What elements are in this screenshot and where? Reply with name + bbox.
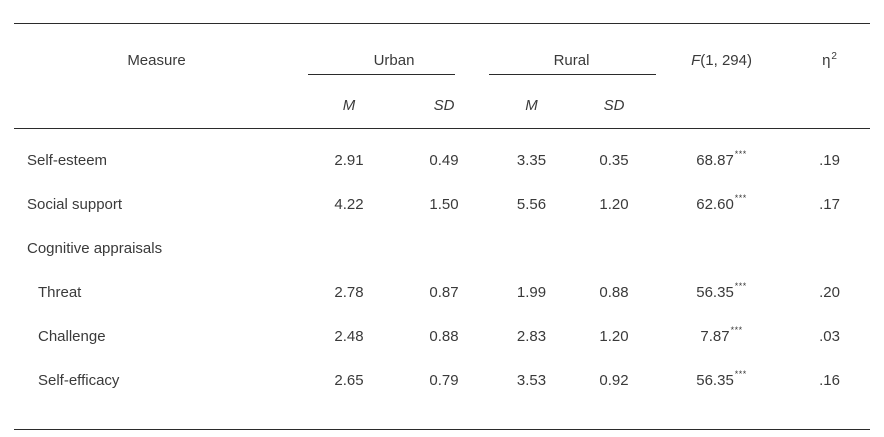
urban-mean-value: 2.91 (334, 151, 364, 169)
urban-sd-value: 0.87 (429, 283, 459, 301)
eta-squared-value (789, 226, 870, 270)
rural-mean-value: 5.56 (516, 195, 547, 213)
rural-sd-value (574, 226, 654, 270)
measure-label: Threat (38, 283, 82, 301)
rural-group-header: Rural (489, 24, 657, 75)
urban-group-label: Urban (373, 52, 415, 69)
rural-mean-value: 1.99 (516, 283, 547, 301)
rural-mean-value (489, 226, 574, 270)
rural-sd-value: 0.88 (599, 283, 629, 301)
eta-squared-value: .17 (819, 195, 840, 213)
f-value: 62.60*** (696, 193, 747, 213)
f-statistic-header: F(1, 294) (654, 24, 789, 76)
eta-squared-header: η2 (789, 24, 870, 76)
urban-mean-value: 2.78 (334, 283, 364, 301)
table-row: Threat 2.78 0.87 1.99 0.88 56.35*** .20 (14, 270, 870, 314)
rural-group-label: Rural (553, 52, 590, 69)
measure-label: Social support (27, 195, 123, 213)
f-value: 56.35*** (696, 369, 747, 389)
urban-sd-value: 0.79 (429, 371, 459, 389)
f-symbol: F (691, 52, 701, 69)
urban-group-header: Urban (299, 24, 489, 75)
eta-symbol: η (822, 52, 831, 69)
f-degrees-of-freedom: (1, 294) (700, 52, 752, 69)
eta-squared-value: .19 (819, 151, 840, 169)
table-row: Self-efficacy 2.65 0.79 3.53 0.92 56.35*… (14, 358, 870, 430)
rural-mean-value: 3.53 (516, 371, 547, 389)
significance-stars: *** (734, 281, 747, 291)
header-group-row: Measure Urban Rural F(1, 294) η2 (14, 24, 870, 76)
rural-sd-value: 1.20 (599, 195, 629, 213)
f-value: 68.87*** (696, 149, 747, 169)
urban-sd-value: 0.49 (429, 151, 459, 169)
significance-stars: *** (734, 369, 747, 379)
table-row: Social support 4.22 1.50 5.56 1.20 62.60… (14, 182, 870, 226)
measure-label: Self-efficacy (38, 371, 120, 389)
header-stats-row: M SD M SD (14, 75, 871, 129)
urban-sd-value: 1.50 (429, 195, 459, 213)
rural-mean-value: 3.35 (516, 151, 547, 169)
urban-sd-header: SD (399, 75, 490, 129)
empty-header-cell (789, 75, 871, 129)
urban-mean-value: 2.65 (334, 371, 364, 389)
f-value (654, 226, 789, 270)
measure-label: Self-esteem (27, 151, 108, 169)
empty-header-cell (14, 75, 299, 129)
urban-sd-value (399, 226, 489, 270)
measure-label: Cognitive appraisals (27, 239, 163, 257)
urban-mean-header: M (299, 75, 399, 129)
urban-sd-value: 0.88 (429, 327, 459, 345)
empty-header-cell (654, 75, 790, 129)
urban-mean-value (299, 226, 399, 270)
rural-sd-header: SD (574, 75, 655, 129)
section-header-row: Cognitive appraisals (14, 226, 870, 270)
rural-mean-header: M (489, 75, 575, 129)
rural-sd-value: 0.92 (599, 371, 629, 389)
f-value: 56.35*** (696, 281, 747, 301)
significance-stars: *** (734, 193, 747, 203)
urban-spanner-rule (308, 74, 456, 75)
eta-exponent: 2 (831, 51, 837, 62)
rural-sd-value: 1.20 (599, 327, 629, 345)
f-value: 7.87*** (700, 325, 743, 345)
rural-mean-value: 2.83 (516, 327, 547, 345)
rural-spanner-rule (489, 74, 657, 75)
eta-squared-value: .03 (819, 327, 840, 345)
urban-mean-value: 4.22 (334, 195, 364, 213)
significance-stars: *** (730, 325, 743, 335)
table-row: Challenge 2.48 0.88 2.83 1.20 7.87*** .0… (14, 314, 870, 358)
measure-column-header: Measure (127, 52, 186, 69)
significance-stars: *** (734, 149, 747, 159)
urban-mean-value: 2.48 (334, 327, 364, 345)
rural-sd-value: 0.35 (599, 151, 629, 169)
measure-label: Challenge (38, 327, 106, 345)
anova-results-table: Measure Urban Rural F(1, 294) η2 M SD M … (14, 23, 871, 430)
eta-squared-value: .20 (819, 283, 840, 301)
table-row: Self-esteem 2.91 0.49 3.35 0.35 68.87***… (14, 129, 870, 183)
eta-squared-value: .16 (819, 371, 840, 389)
